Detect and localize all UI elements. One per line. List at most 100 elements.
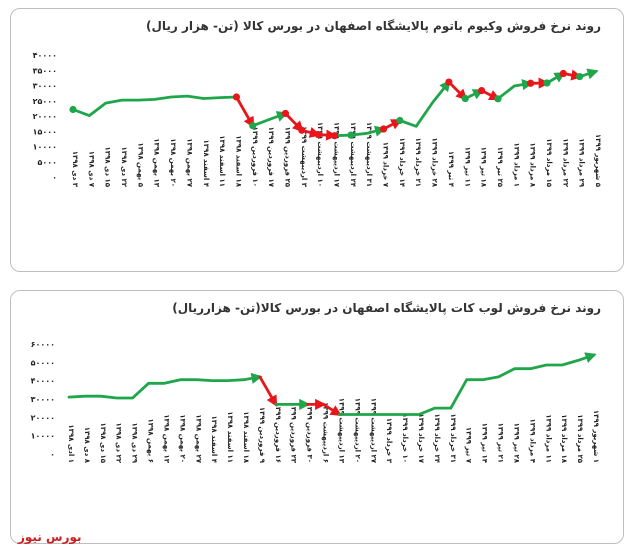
x-tick-label: ۱۵ مرداد ۱۳۹۹ bbox=[545, 138, 553, 188]
x-tick-label: ۲۸ خرداد ۱۳۹۹ bbox=[431, 138, 439, 188]
x-tick-label: ۴ اسفند ۱۳۹۸ bbox=[202, 140, 210, 188]
x-tick-label: ۱۷ اردیبهشت ۱۳۹۹ bbox=[333, 122, 341, 188]
vacuum-bottom-chart-panel: روند نرخ فروش وکیوم باتوم پالایشگاه اصفه… bbox=[10, 8, 624, 272]
data-point bbox=[330, 132, 339, 140]
x-tick-label: ۶ اردیبهشت ۱۳۹۹ bbox=[322, 402, 330, 463]
x-tick-label: ۲۴ اردیبهشت ۱۳۹۹ bbox=[349, 122, 357, 188]
x-tick-label: ۴ مرداد ۱۳۹۹ bbox=[528, 418, 536, 463]
lube-cut-chart-panel: روند نرخ فروش لوب کات پالایشگاه اصفهان د… bbox=[10, 290, 624, 544]
x-tick-label: ۳۰ فروردین ۱۳۹۹ bbox=[306, 403, 314, 463]
x-tick-label: ۲۷ بهمن ۱۳۹۸ bbox=[194, 414, 202, 463]
x-tick-label: ۵ بهمن ۱۳۹۸ bbox=[136, 143, 144, 188]
x-tick-label: ۱۸ اسفند ۱۳۹۸ bbox=[242, 411, 250, 463]
y-tick-label: ۱۰۰۰۰ bbox=[31, 432, 55, 441]
y-tick-label: ۴۰۰۰۰ bbox=[31, 377, 55, 386]
data-point bbox=[379, 125, 388, 133]
x-tick-label: ۲۳ فروردین ۱۳۹۹ bbox=[290, 403, 298, 464]
chart-title: روند نرخ فروش لوب کات پالایشگاه اصفهان د… bbox=[172, 301, 601, 315]
data-point bbox=[281, 109, 290, 118]
x-tick-label: ۲۹ دی ۱۳۹۸ bbox=[131, 422, 139, 463]
series-increase-segment bbox=[338, 406, 453, 416]
series-increase-segment bbox=[449, 352, 597, 410]
x-tick-label: ۱۶ فروردین ۱۳۹۹ bbox=[274, 403, 282, 463]
x-tick-label: ۲۸ تیر ۱۳۹۹ bbox=[512, 423, 520, 464]
source-watermark: بورس نیوز bbox=[18, 530, 82, 544]
x-tick-label: ۳۱ خرداد ۱۳۹۹ bbox=[449, 414, 457, 464]
series-increase-segment bbox=[71, 94, 238, 117]
x-tick-label: ۲۲ مرداد ۱۳۹۹ bbox=[561, 138, 569, 188]
x-tick-label: ۳۱ اردیبهشت ۱۳۹۹ bbox=[365, 122, 373, 187]
x-tick-label: ۲۰ بهمن ۱۳۹۸ bbox=[169, 138, 177, 187]
x-tick-label: ۵ شهریور ۱۳۹۹ bbox=[594, 134, 602, 188]
y-tick-label: ۰ bbox=[52, 173, 57, 182]
x-tick-label: ۱ ادی ۱۳۹۸ bbox=[67, 424, 75, 463]
data-point bbox=[314, 130, 322, 139]
x-tick-label: ۳ خرداد ۱۳۹۹ bbox=[385, 418, 393, 464]
y-tick-label: ۳۵۰۰۰ bbox=[33, 66, 57, 75]
x-tick-label: ۱۰ خرداد ۱۳۹۹ bbox=[401, 414, 409, 464]
x-tick-label: ۴ تیر ۱۳۹۹ bbox=[447, 151, 455, 188]
series-decrease-segment bbox=[322, 403, 342, 416]
x-tick-label: ۹ فروردین ۱۳۹۹ bbox=[258, 407, 266, 464]
x-tick-label: ۲۲ دی ۱۳۹۸ bbox=[120, 146, 128, 187]
series-decrease-segment bbox=[284, 112, 304, 133]
data-point bbox=[232, 93, 241, 101]
x-tick-label: ۱۴ تیر ۱۳۹۹ bbox=[481, 423, 489, 464]
series-increase-segment bbox=[349, 125, 387, 137]
x-tick-label: ۳ دی ۱۳۹۸ bbox=[71, 151, 79, 188]
data-point bbox=[576, 72, 584, 81]
x-tick-label: ۷ دی ۱۳۹۸ bbox=[87, 151, 95, 188]
series-decrease-segment bbox=[258, 375, 278, 407]
x-tick-label: ۲۰ اردیبهشت ۱۳۹۹ bbox=[353, 398, 361, 463]
y-tick-label: ۱۵۰۰۰ bbox=[33, 127, 57, 136]
x-tick-label: ۲۲ دی ۱۳۹۸ bbox=[115, 422, 123, 463]
x-tick-label: ۲۵ فروردین ۱۳۹۹ bbox=[283, 127, 291, 188]
y-tick-label: ۲۵۰۰۰ bbox=[33, 97, 57, 106]
data-point bbox=[461, 94, 469, 103]
x-tick-label: ۷ خرداد ۱۳۹۹ bbox=[382, 142, 390, 188]
y-tick-label: ۳۰۰۰۰ bbox=[33, 82, 57, 91]
data-point bbox=[559, 69, 567, 78]
series-decrease-segment bbox=[234, 95, 255, 129]
vacuum-bottom-line-chart: ۰ ۵۰۰۰ ۱۰۰۰۰ ۱۵۰۰۰ ۲۰۰۰۰ ۲۵۰۰۰ ۳۰۰۰۰ ۳۵۰۰۰ ۴۰۰۰۰… bbox=[33, 51, 602, 188]
x-tick-label: ۸ دی ۱۳۹۸ bbox=[83, 427, 91, 464]
data-point bbox=[445, 78, 453, 86]
x-tick-label: ۶ بهمن ۱۳۹۸ bbox=[147, 419, 155, 464]
x-tick-label: ۱۴ خرداد ۱۳۹۹ bbox=[398, 138, 406, 188]
x-tick-label: ۱۷ خرداد ۱۳۹۹ bbox=[417, 414, 425, 464]
data-point bbox=[543, 79, 551, 87]
data-point bbox=[477, 87, 486, 95]
x-tick-label: ۱۸ اسفند ۱۳۹۸ bbox=[234, 135, 242, 187]
x-tick-label: ۱۸ تیر ۱۳۹۹ bbox=[480, 147, 488, 188]
x-tick-label: ۲۰ بهمن ۱۳۹۸ bbox=[178, 414, 186, 463]
x-tick-label: ۱۰ اردیبهشت ۱۳۹۹ bbox=[316, 122, 324, 187]
x-tick-label: ۲۱ خرداد ۱۳۹۹ bbox=[414, 138, 422, 188]
series-increase-segment bbox=[67, 372, 263, 400]
x-tick-label: ۱۰ فروردین ۱۳۹۹ bbox=[251, 127, 259, 187]
x-tick-label: ۲۴ خرداد ۱۳۹۹ bbox=[433, 414, 441, 464]
data-point bbox=[347, 131, 355, 139]
series-increase-segment bbox=[496, 79, 534, 101]
x-tick-label: ۱۱ مرداد ۱۳۹۹ bbox=[544, 414, 552, 463]
x-tick-label: ۱۸ مرداد ۱۳۹۹ bbox=[560, 414, 568, 464]
data-point bbox=[298, 126, 306, 134]
y-tick-label: ۳۰۰۰۰ bbox=[31, 395, 55, 404]
x-tick-label: ۱۷ فروردین ۱۳۹۹ bbox=[267, 127, 275, 188]
y-tick-label: ۶۰۰۰۰ bbox=[31, 340, 55, 349]
x-tick-label: ۴ اسفند ۱۳۹۸ bbox=[210, 416, 218, 464]
y-tick-label: ۵۰۰۰۰ bbox=[31, 358, 55, 367]
y-tick-label: ۱۰۰۰۰ bbox=[33, 143, 57, 152]
x-tick-label: ۲۵ تیر ۱۳۹۹ bbox=[496, 147, 504, 188]
x-tick-label: ۲۷ بهمن ۱۳۹۸ bbox=[185, 138, 193, 187]
x-tick-label: ۳ اردیبهشت ۱۳۹۹ bbox=[300, 126, 308, 188]
y-tick-label: ۵۰۰۰ bbox=[37, 158, 57, 167]
y-tick-label: ۰ bbox=[50, 450, 55, 459]
x-tick-label: ۱۱ تیر ۱۳۹۹ bbox=[463, 147, 471, 187]
data-point bbox=[69, 105, 77, 114]
x-tick-label: ۲۱ تیر ۱۳۹۹ bbox=[497, 423, 505, 463]
series-decrease-segment bbox=[447, 80, 468, 101]
data-point bbox=[396, 116, 404, 125]
series-increase-segment bbox=[398, 79, 451, 128]
chart-title: روند نرخ فروش وکیوم باتوم پالایشگاه اصفه… bbox=[145, 19, 601, 33]
lube-cut-line-chart: ۰ ۱۰۰۰۰ ۲۰۰۰۰ ۳۰۰۰۰ ۴۰۰۰۰ ۵۰۰۰۰ ۶۰۰۰۰ ۱ ادی ۱۳۹… bbox=[31, 340, 600, 464]
